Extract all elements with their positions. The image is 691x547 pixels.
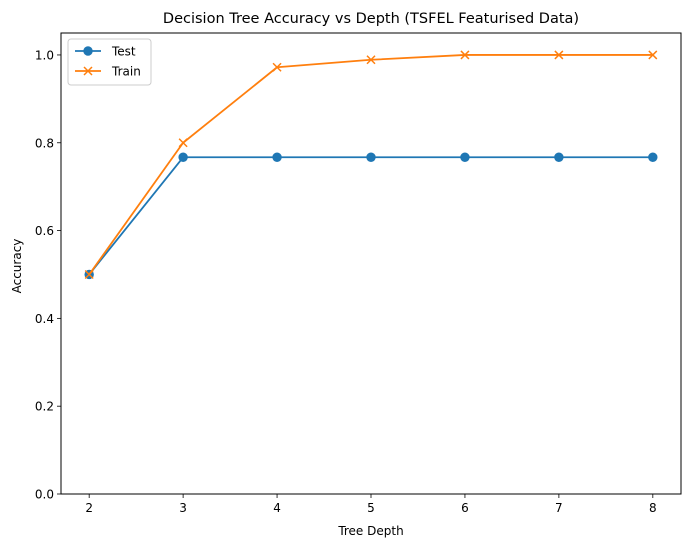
legend-label-test: Test: [111, 45, 136, 59]
series-train: [84, 50, 658, 280]
data-point-test: [460, 152, 470, 162]
y-tick-label: 1.0: [35, 48, 54, 62]
data-point-train: [366, 55, 376, 65]
y-axis: 0.0 0.2 0.4 0.6 0.8 1.0: [35, 48, 61, 502]
y-tick-label: 0.4: [35, 312, 54, 326]
data-point-test: [272, 152, 282, 162]
data-point-test: [554, 152, 564, 162]
data-point-train: [648, 50, 658, 60]
x-tick-label: 6: [461, 501, 469, 515]
data-point-train: [178, 138, 188, 148]
data-point-train: [554, 50, 564, 60]
data-point-test: [648, 152, 658, 162]
y-tick-label: 0.0: [35, 488, 54, 502]
legend-marker-train: [83, 66, 93, 76]
y-axis-label: Accuracy: [10, 239, 24, 294]
data-point-train: [272, 62, 282, 72]
data-point-test: [366, 152, 376, 162]
x-axis: 2 3 4 5 6 7 8: [85, 494, 657, 515]
legend-label-train: Train: [111, 65, 141, 79]
data-point-train: [84, 269, 94, 280]
legend-marker-test: [83, 46, 93, 56]
x-tick-label: 2: [85, 501, 93, 515]
x-tick-label: 8: [649, 501, 657, 515]
x-tick-label: 5: [367, 501, 375, 515]
series-test: [84, 152, 658, 280]
legend: Test Train: [67, 38, 152, 86]
y-tick-label: 0.8: [35, 136, 54, 150]
x-tick-label: 7: [555, 501, 563, 515]
data-point-test: [178, 152, 188, 162]
chart-title: Decision Tree Accuracy vs Depth (TSFEL F…: [163, 11, 579, 27]
y-tick-label: 0.2: [35, 400, 54, 414]
data-point-train: [460, 50, 470, 60]
y-tick-label: 0.6: [35, 224, 54, 238]
x-tick-label: 3: [179, 501, 187, 515]
legend-item-train: Train: [75, 65, 141, 79]
series-layer: [84, 50, 658, 280]
legend-item-test: Test: [75, 45, 136, 59]
x-axis-label: Tree Depth: [337, 524, 403, 538]
x-tick-label: 4: [273, 501, 281, 515]
